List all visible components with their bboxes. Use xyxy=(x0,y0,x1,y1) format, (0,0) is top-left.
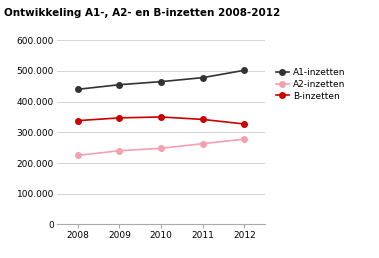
B-inzetten xyxy=(242,123,247,126)
A1-inzetten xyxy=(117,83,122,86)
Text: Ontwikkeling A1-, A2- en B-inzetten 2008-2012: Ontwikkeling A1-, A2- en B-inzetten 2008… xyxy=(4,8,280,18)
Line: B-inzetten: B-inzetten xyxy=(75,114,247,127)
B-inzetten xyxy=(159,115,163,118)
A2-inzetten xyxy=(75,154,80,157)
A2-inzetten xyxy=(200,142,205,145)
B-inzetten xyxy=(117,116,122,119)
A1-inzetten xyxy=(159,80,163,83)
A1-inzetten xyxy=(242,69,247,72)
Line: A1-inzetten: A1-inzetten xyxy=(75,68,247,92)
Line: A2-inzetten: A2-inzetten xyxy=(75,136,247,158)
Legend: A1-inzetten, A2-inzetten, B-inzetten: A1-inzetten, A2-inzetten, B-inzetten xyxy=(272,64,349,104)
A2-inzetten xyxy=(242,138,247,141)
A2-inzetten xyxy=(117,149,122,152)
A1-inzetten xyxy=(200,76,205,79)
B-inzetten xyxy=(75,119,80,122)
A1-inzetten xyxy=(75,88,80,91)
A2-inzetten xyxy=(159,147,163,150)
B-inzetten xyxy=(200,118,205,121)
